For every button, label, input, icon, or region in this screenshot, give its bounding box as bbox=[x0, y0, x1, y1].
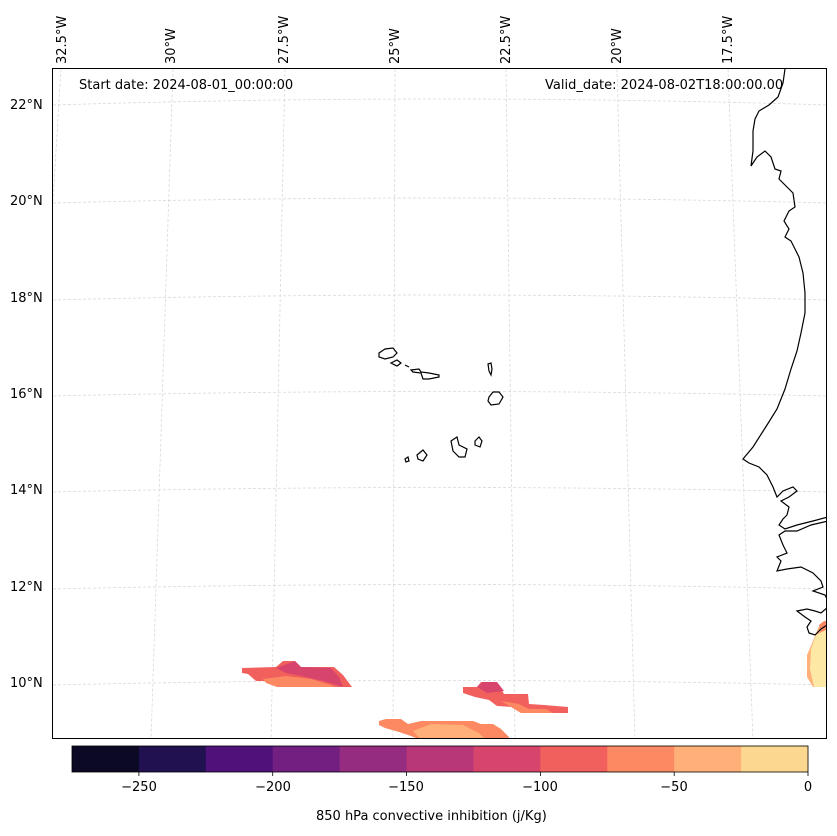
gridline-lon-30 bbox=[150, 69, 174, 738]
gridline-lat-18 bbox=[53, 294, 826, 301]
colorbar-tick-0: 0 bbox=[803, 780, 813, 795]
cin-patch-center-inner bbox=[477, 682, 504, 693]
cin-patch-east-light bbox=[810, 630, 826, 687]
coastlines bbox=[378, 69, 826, 636]
island-sao-vicente bbox=[389, 359, 402, 367]
colorbar-swatch-2 bbox=[205, 746, 274, 772]
colorbar-tick-neg50: −50 bbox=[660, 780, 688, 795]
colorbar-swatch-10 bbox=[741, 746, 809, 772]
colorbar-tick-marks bbox=[138, 772, 809, 776]
lat-label-18n: 18°N bbox=[10, 291, 43, 306]
colorbar-swatch-5 bbox=[406, 746, 474, 772]
colorbar-swatch-8 bbox=[607, 746, 675, 772]
colorbar-swatch-3 bbox=[272, 746, 341, 772]
colorbar-outline bbox=[71, 745, 809, 773]
gridline-lon-27-5 bbox=[270, 69, 286, 738]
colorbar-swatches bbox=[72, 746, 809, 772]
island-brava bbox=[404, 456, 410, 463]
gridline-lon-22-5 bbox=[505, 69, 516, 738]
island-sal bbox=[487, 362, 493, 377]
start-date-text: Start date: 2024-08-01_00:00:00 bbox=[79, 78, 294, 93]
colorbar-swatch-0 bbox=[72, 746, 140, 772]
valid-date-text: Valid_date: 2024-08-02T18:00:00.00 bbox=[545, 78, 784, 93]
colorbar-swatch-4 bbox=[339, 746, 408, 772]
lat-label-14n: 14°N bbox=[10, 483, 43, 498]
colorbar-swatch-9 bbox=[674, 746, 742, 772]
gridline-lon-20 bbox=[616, 69, 636, 738]
graticule bbox=[53, 69, 826, 738]
colorbar-swatch-6 bbox=[473, 746, 541, 772]
gridline-lat-14 bbox=[53, 487, 826, 493]
gridline-lon-25 bbox=[392, 69, 396, 738]
island-santa-luzia bbox=[404, 364, 410, 368]
lat-label-16n: 16°N bbox=[10, 387, 43, 402]
colorbar-tick-neg200: −200 bbox=[255, 780, 291, 795]
colorbar-swatch-7 bbox=[540, 746, 608, 772]
lat-label-12n: 12°N bbox=[10, 580, 43, 595]
africa-coastline bbox=[742, 69, 826, 636]
gridline-lon-32-5 bbox=[53, 69, 62, 202]
gridline-lat-10 bbox=[53, 680, 826, 686]
colorbar-label: 850 hPa convective inhibition (j/Kg) bbox=[316, 809, 547, 824]
colorbar-tick-neg150: −150 bbox=[388, 780, 424, 795]
map-canvas bbox=[53, 69, 826, 738]
gridline-lat-22 bbox=[53, 98, 826, 106]
lat-label-22n: 22°N bbox=[10, 98, 43, 113]
colorbar-swatch-1 bbox=[138, 746, 207, 772]
island-maio bbox=[474, 436, 483, 448]
map-panel bbox=[52, 68, 827, 739]
gridline-lon-17-5 bbox=[727, 69, 754, 738]
gridline-lat-16 bbox=[53, 391, 826, 397]
cin-patch-center-light bbox=[501, 701, 553, 713]
cin-patch-west-light bbox=[263, 676, 335, 687]
cin-patch-south-light bbox=[413, 724, 484, 738]
lat-label-20n: 20°N bbox=[10, 194, 43, 209]
island-santiago bbox=[450, 436, 468, 458]
cin-contours bbox=[242, 621, 826, 738]
gridline-lat-12 bbox=[53, 584, 826, 590]
island-fogo bbox=[416, 449, 428, 462]
island-boa-vista bbox=[487, 391, 504, 406]
island-santo-antao bbox=[378, 347, 398, 360]
cin-patch-west-inner bbox=[276, 661, 343, 687]
colorbar-tick-neg250: −250 bbox=[121, 780, 157, 795]
colorbar-tick-neg100: −100 bbox=[522, 780, 558, 795]
lat-label-10n: 10°N bbox=[10, 676, 43, 691]
island-sao-nicolau bbox=[409, 368, 440, 380]
gridline-lat-20 bbox=[53, 197, 826, 204]
